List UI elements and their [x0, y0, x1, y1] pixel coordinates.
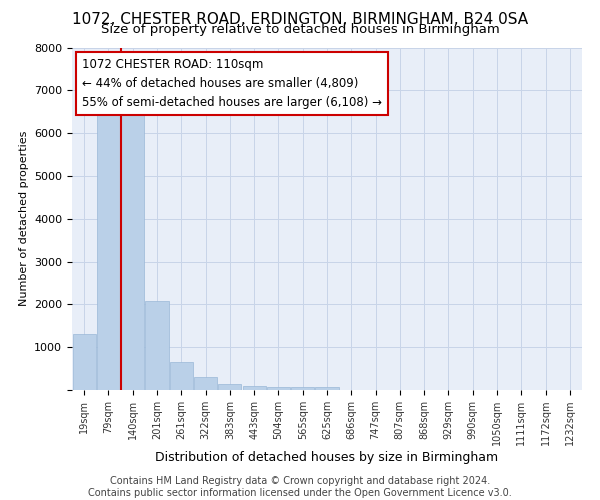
Text: 1072 CHESTER ROAD: 110sqm
← 44% of detached houses are smaller (4,809)
55% of se: 1072 CHESTER ROAD: 110sqm ← 44% of detac…	[82, 58, 382, 109]
Text: 1072, CHESTER ROAD, ERDINGTON, BIRMINGHAM, B24 0SA: 1072, CHESTER ROAD, ERDINGTON, BIRMINGHA…	[72, 12, 528, 28]
Bar	[242, 386, 266, 390]
Bar	[97, 108, 120, 390]
Text: Contains HM Land Registry data © Crown copyright and database right 2024.
Contai: Contains HM Land Registry data © Crown c…	[88, 476, 512, 498]
Bar	[73, 334, 95, 390]
X-axis label: Distribution of detached houses by size in Birmingham: Distribution of detached houses by size …	[155, 451, 499, 464]
Y-axis label: Number of detached properties: Number of detached properties	[19, 131, 29, 306]
Bar	[121, 108, 144, 390]
Bar	[267, 387, 290, 390]
Text: Size of property relative to detached houses in Birmingham: Size of property relative to detached ho…	[101, 22, 499, 36]
Bar	[218, 384, 241, 390]
Bar	[145, 301, 169, 390]
Bar	[316, 387, 338, 390]
Bar	[291, 387, 314, 390]
Bar	[170, 362, 193, 390]
Bar	[194, 377, 217, 390]
